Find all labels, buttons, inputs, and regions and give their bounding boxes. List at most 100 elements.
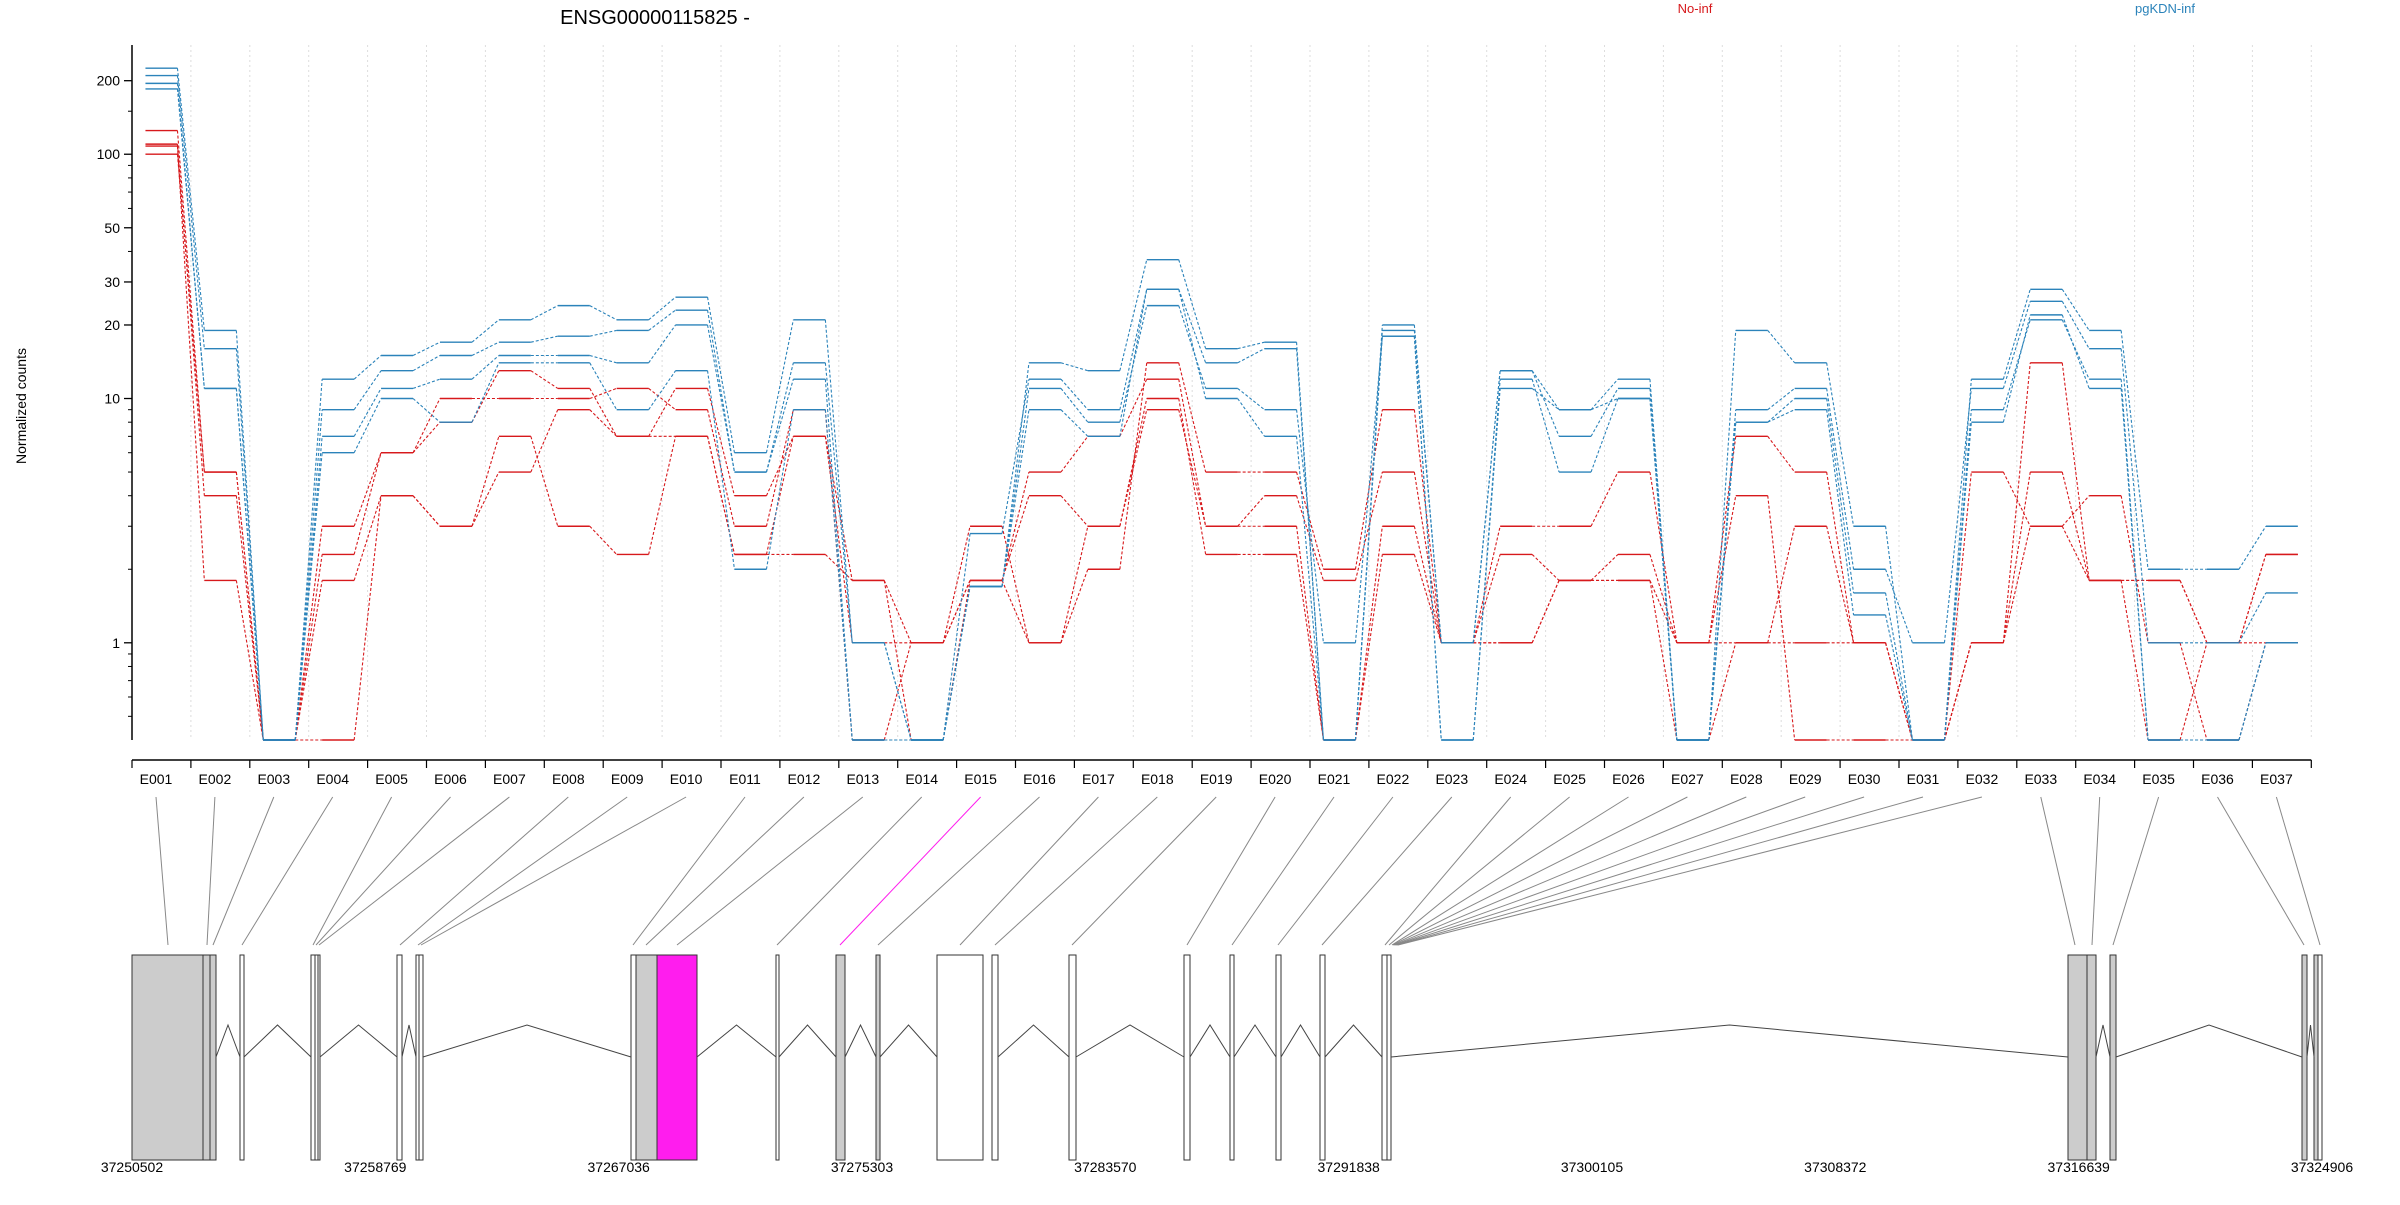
series-connector — [1001, 388, 1030, 587]
series-connector — [1413, 471, 1442, 643]
series-no-inf-0 — [145, 129, 2298, 741]
series-connector — [1531, 554, 1560, 581]
series-connector — [353, 388, 382, 437]
genomic-coordinate-label: 37291838 — [1318, 1159, 1381, 1175]
series-connector — [235, 495, 264, 741]
series-connector — [1943, 409, 1972, 741]
series-connector — [1767, 398, 1796, 423]
series-connector — [648, 296, 676, 321]
exon-connector — [776, 796, 923, 946]
series-connector — [353, 452, 382, 555]
series-connector — [707, 310, 735, 473]
highlighted-exon — [656, 954, 698, 1161]
series-connector — [1060, 378, 1089, 411]
series-connector — [1413, 330, 1442, 643]
series-connector — [1001, 379, 1030, 534]
x-tick-label: E035 — [2142, 771, 2175, 787]
series-connector — [471, 355, 500, 380]
series-connector — [1885, 642, 1913, 741]
series-connector — [648, 388, 677, 437]
series-connector — [1590, 388, 1619, 437]
series-connector — [1296, 554, 1324, 741]
series-connector — [707, 370, 735, 570]
intron-line — [2095, 1024, 2111, 1058]
exon-block — [239, 954, 245, 1161]
exon-connector — [2217, 796, 2305, 946]
series-connector — [2002, 301, 2031, 389]
series-connector — [1119, 378, 1148, 437]
series-connector — [1354, 526, 1383, 741]
genomic-coordinate-label: 37283570 — [1074, 1159, 1137, 1175]
exon-block — [2067, 954, 2088, 1161]
series-connector — [648, 324, 676, 364]
exon-block — [131, 954, 204, 1161]
series-connector — [530, 436, 559, 527]
y-tick-label: 100 — [97, 146, 121, 162]
exon-connector — [1321, 796, 1453, 946]
series-connector — [294, 526, 323, 741]
series-connector — [824, 436, 853, 581]
series-connector — [1649, 471, 1678, 643]
series-connector — [1178, 305, 1207, 389]
series-connector — [1119, 289, 1148, 410]
exon-connector — [2112, 796, 2160, 946]
exon-connector — [1395, 796, 1865, 946]
x-tick-label: E010 — [670, 771, 703, 787]
series-connector — [353, 355, 382, 380]
series-connector — [1296, 409, 1324, 643]
y-tick-label: 50 — [104, 220, 120, 236]
series-connector — [942, 580, 971, 644]
series-connector — [2238, 525, 2267, 570]
series-connector — [1708, 642, 1737, 741]
series-connector — [1060, 388, 1089, 423]
x-tick-label: E021 — [1318, 771, 1351, 787]
series-connector — [1649, 554, 1678, 643]
legend-entry-no-inf: No-inf — [1678, 1, 1713, 16]
series-connector — [2002, 314, 2031, 423]
series-connector — [1060, 495, 1089, 527]
series-connector — [2002, 471, 2031, 527]
exon-connector — [1277, 796, 1394, 946]
x-tick-label: E003 — [257, 771, 290, 787]
series-connector — [176, 75, 205, 349]
series-connector — [1885, 569, 1913, 643]
x-tick-label: E037 — [2260, 771, 2293, 787]
series-connector — [294, 554, 323, 741]
x-tick-label: E012 — [788, 771, 821, 787]
series-connector — [2061, 288, 2090, 331]
legend-entry-pgkdn-inf: pgKDN-inf — [2135, 1, 2195, 16]
exon-connector — [155, 796, 169, 946]
series-connector — [530, 335, 558, 343]
series-connector — [883, 580, 912, 741]
exon-connector — [1186, 796, 1276, 946]
series-connector — [412, 398, 441, 453]
series-connector — [412, 421, 441, 454]
series-connector — [589, 329, 617, 337]
intron-line — [243, 1024, 312, 1058]
series-connector — [294, 580, 323, 741]
exon-connector — [839, 796, 981, 946]
series-connector — [2061, 362, 2090, 581]
series-connector — [353, 495, 382, 741]
series-connector — [1413, 554, 1442, 643]
exon-block — [1381, 954, 1388, 1161]
connector-layer — [155, 796, 2321, 946]
x-tick-label: E016 — [1023, 771, 1056, 787]
series-connector — [824, 319, 853, 643]
series-connector — [235, 388, 264, 741]
x-tick-label: E022 — [1377, 771, 1410, 787]
series-connector — [412, 341, 441, 356]
series-connector — [883, 642, 912, 741]
exon-connector — [994, 796, 1158, 946]
x-tick-label: E028 — [1730, 771, 1763, 787]
x-tick-label: E017 — [1082, 771, 1115, 787]
series-connector — [1531, 379, 1560, 473]
series-connector — [589, 409, 618, 437]
series-connector — [235, 580, 264, 741]
series-connector — [1590, 471, 1619, 527]
series-connector — [2061, 471, 2090, 581]
series-connector — [1119, 398, 1148, 527]
series-connector — [589, 525, 618, 555]
series-connector — [1649, 398, 1678, 741]
series-connector — [176, 146, 205, 581]
